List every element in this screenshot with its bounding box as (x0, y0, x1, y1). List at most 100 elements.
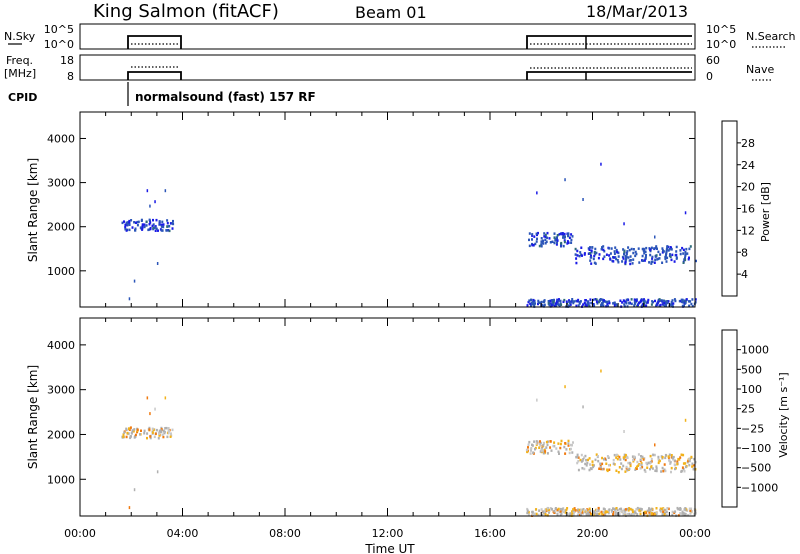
echo-cell (616, 259, 619, 262)
echo-cell (612, 513, 615, 516)
echo-cell (529, 452, 532, 455)
echo-cell (691, 305, 694, 308)
echo-cell (669, 303, 672, 306)
echo-cell (564, 385, 566, 389)
echo-cell (155, 227, 158, 231)
echo-cell (600, 510, 603, 514)
nsky-strip: N.Sky 10^5 10^0 10^5 10^0 N.Search (4, 23, 796, 51)
echo-cell (633, 510, 636, 513)
echo-cell (617, 471, 620, 474)
echo-cell (602, 467, 605, 471)
echo-cell (536, 398, 538, 402)
echo-cell (571, 300, 574, 303)
echo-cell (672, 302, 675, 305)
echo-cell (560, 439, 563, 443)
echo-cell (148, 428, 151, 431)
echo-cell (671, 456, 674, 459)
echo-cell (167, 431, 170, 435)
echo-cell (646, 509, 649, 513)
echo-cell (583, 456, 586, 459)
echo-cell (638, 463, 641, 466)
echo-cell (654, 235, 656, 239)
echo-cell (589, 259, 592, 262)
echo-cell (168, 225, 171, 228)
echo-cell (558, 304, 561, 307)
echo-cell (608, 468, 611, 471)
echo-cell (676, 506, 679, 510)
echo-cell (580, 509, 582, 512)
echo-cell (149, 412, 151, 416)
echo-cell (549, 241, 552, 244)
echo-cell (160, 223, 163, 227)
echo-cell (169, 222, 172, 225)
echo-cell (639, 458, 642, 461)
echo-cell (535, 232, 538, 235)
echo-cell (129, 436, 132, 440)
echo-cell (588, 468, 591, 472)
echo-cell (635, 508, 638, 511)
echo-cell (564, 178, 566, 182)
echo-cell (649, 454, 652, 458)
echo-cell (527, 443, 530, 446)
echo-cell (670, 258, 673, 262)
echo-cell (655, 465, 658, 468)
echo-cell (549, 446, 552, 449)
echo-cell (543, 232, 546, 235)
echo-cell (541, 304, 544, 307)
echo-cell (689, 300, 692, 303)
velocity-echo-cells (121, 369, 697, 517)
echo-cell (540, 449, 543, 452)
echo-cell (170, 432, 172, 435)
echo-cell (162, 429, 165, 433)
echo-cell (688, 463, 691, 467)
echo-cell (626, 512, 629, 516)
echo-cell (160, 225, 163, 228)
echo-cell (682, 261, 685, 264)
echo-cell (659, 253, 662, 256)
echo-cell (553, 236, 556, 239)
echo-cell (609, 258, 612, 261)
echo-cell (690, 507, 693, 510)
y-tick-label: 2000 (47, 428, 75, 441)
echo-cell (632, 458, 635, 462)
echo-cell (603, 250, 606, 253)
echo-cell (136, 430, 139, 434)
echo-cell (608, 254, 611, 257)
echo-cell (602, 245, 605, 248)
echo-cell (576, 455, 579, 459)
echo-cell (637, 453, 640, 456)
echo-cell (599, 462, 602, 465)
echo-cell (532, 451, 535, 454)
echo-cell (694, 512, 697, 515)
echo-cell (532, 243, 535, 247)
echo-cell (605, 510, 608, 513)
echo-cell (168, 429, 170, 433)
echo-cell (613, 304, 616, 307)
echo-cell (650, 513, 653, 517)
echo-cell (576, 513, 579, 516)
echo-cell (632, 460, 635, 463)
echo-cell (664, 300, 667, 303)
echo-cell (569, 301, 572, 304)
echo-cell (556, 510, 559, 513)
echo-cell (122, 433, 125, 436)
echo-cell (542, 441, 545, 445)
echo-cell (664, 508, 667, 512)
echo-cell (623, 305, 626, 308)
echo-cell (554, 507, 557, 510)
echo-cell (639, 463, 642, 467)
echo-cell (625, 455, 628, 459)
echo-cell (552, 303, 555, 306)
echo-cell (610, 510, 613, 514)
echo-cell (551, 240, 554, 243)
echo-cell (578, 508, 581, 512)
echo-cell (562, 244, 565, 248)
echo-cell (579, 511, 582, 514)
echo-cell (631, 508, 634, 512)
echo-cell (624, 511, 627, 515)
echo-cell (606, 305, 609, 308)
echo-cell (601, 246, 603, 249)
echo-cell (684, 512, 687, 516)
echo-cell (651, 467, 654, 470)
echo-cell (645, 304, 647, 307)
